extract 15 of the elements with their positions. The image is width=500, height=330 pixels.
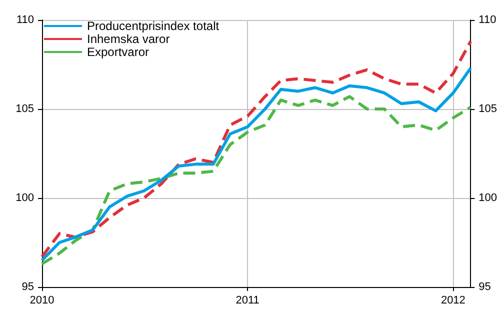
- legend-label: Producentprisindex totalt: [87, 19, 220, 33]
- y2-tick-label: 100: [478, 192, 498, 204]
- x-tick-label: 2012: [440, 294, 466, 306]
- y-tick-label: 105: [16, 103, 34, 115]
- x-tick-label: 2011: [236, 294, 260, 306]
- y2-tick-label: 105: [478, 103, 498, 115]
- y-tick-label: 100: [16, 192, 34, 204]
- legend-label: Exportvaror: [87, 45, 150, 59]
- legend-label: Inhemska varor: [87, 32, 170, 46]
- y-tick-label: 110: [16, 14, 34, 26]
- y2-tick-label: 95: [478, 281, 491, 293]
- line-series: [40, 95, 472, 266]
- y2-tick-label: 110: [478, 14, 496, 26]
- x-tick-label: 2010: [30, 294, 54, 306]
- y-tick-label: 95: [22, 281, 34, 293]
